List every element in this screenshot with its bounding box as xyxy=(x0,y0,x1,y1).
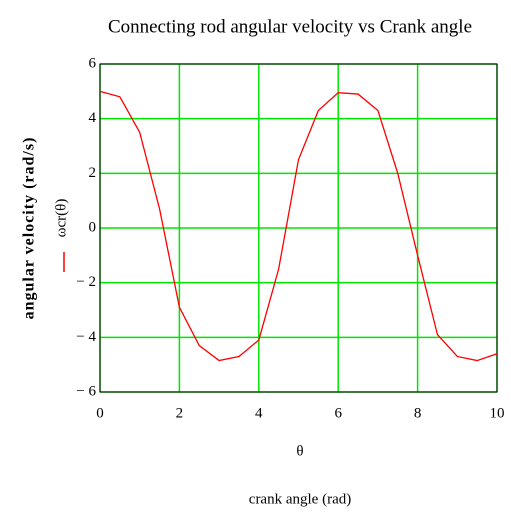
x-tick-label: 4 xyxy=(255,405,263,421)
legend-label: ωcr(θ) xyxy=(53,199,69,238)
y-tick-label: 2 xyxy=(89,165,97,181)
y-tick-label: − 4 xyxy=(76,329,96,345)
chart-title: Connecting rod angular velocity vs Crank… xyxy=(108,16,472,37)
x-tick-label: 6 xyxy=(334,405,342,421)
y-tick-label: − 2 xyxy=(76,274,96,290)
line xyxy=(99,90,498,362)
x-tick-label: 0 xyxy=(96,405,104,421)
x-tick-label: 10 xyxy=(490,405,505,421)
plot-frame xyxy=(99,63,498,393)
y-axis-label: angular velocity (rad/s) xyxy=(21,137,38,320)
x-axis-label: crank angle (rad) xyxy=(249,491,351,507)
y-tick-label: 0 xyxy=(89,219,97,235)
y-tick-label: 4 xyxy=(89,110,97,126)
x-tick-label: 8 xyxy=(414,405,422,421)
y-tick-label: − 6 xyxy=(76,383,96,399)
x-variable: θ xyxy=(296,443,303,459)
x-tick-label: 2 xyxy=(176,405,184,421)
y-tick-label: 6 xyxy=(89,55,97,71)
